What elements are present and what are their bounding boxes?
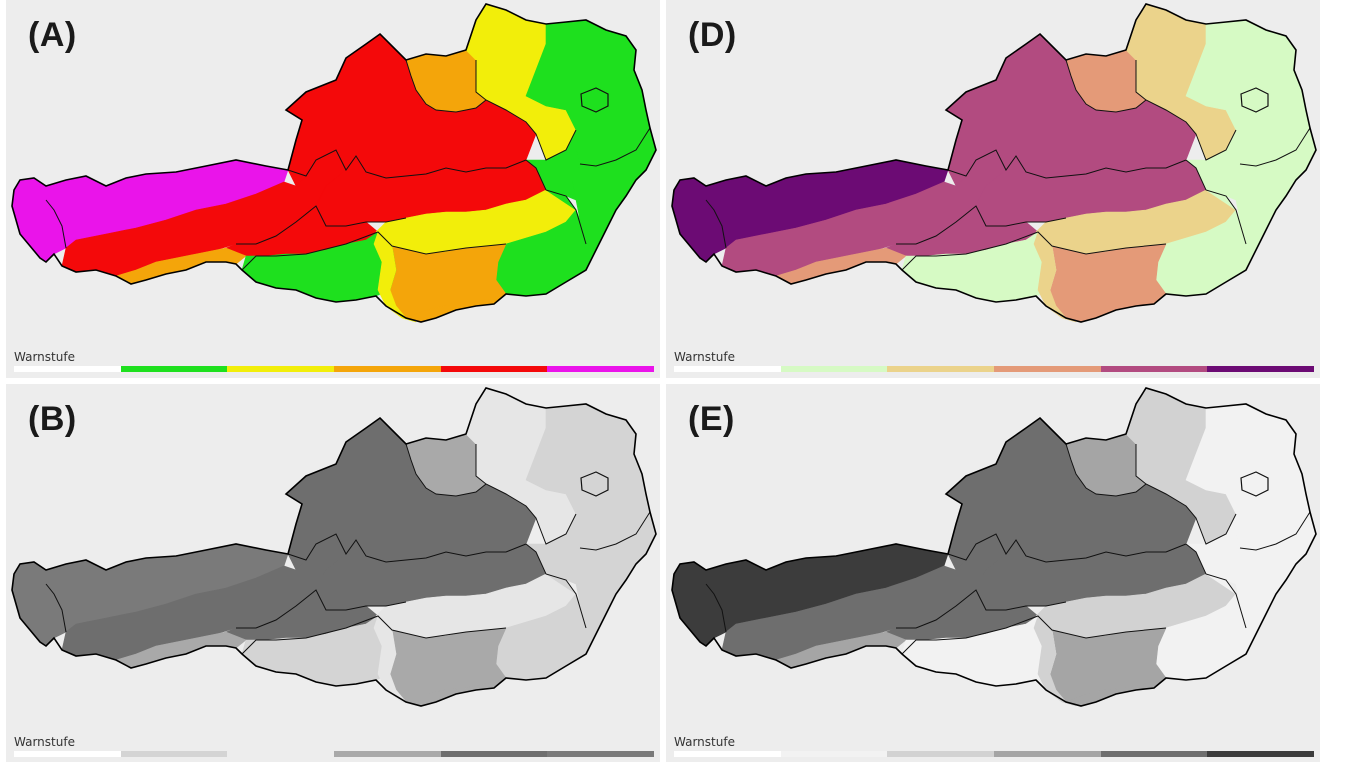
legend-swatch-level-1: [780, 366, 888, 372]
district-border: [287, 533, 527, 563]
district-border: [1135, 60, 1237, 161]
warning-map: [11, 387, 657, 707]
district-border: [1239, 127, 1311, 167]
panel-label: (A): [28, 16, 77, 54]
legend-swatch-level-2: [887, 366, 995, 372]
legend-swatch-level-4: [440, 366, 548, 372]
legend-swatch-level-0: [674, 366, 781, 372]
district-border: [901, 231, 1167, 271]
legend-color-bar: [14, 751, 655, 757]
vienna-border: [580, 471, 609, 497]
legend-swatch-level-2: [227, 751, 335, 757]
district-border: [241, 615, 507, 655]
country-border: [671, 3, 1317, 323]
district-border: [1239, 511, 1311, 551]
district-border: [405, 59, 487, 113]
region-carinthia-mid: [1033, 615, 1077, 707]
legend-color-bar: [674, 366, 1315, 372]
district-border: [525, 543, 587, 629]
legend-swatch-level-2: [887, 751, 995, 757]
district-border: [405, 443, 487, 497]
vienna-border: [580, 87, 609, 113]
district-border: [947, 533, 1187, 563]
map-panel-a: (A) Warnstufe: [6, 0, 660, 378]
map-panel-e: (E) Warnstufe: [666, 384, 1320, 762]
panel-label: (E): [688, 400, 735, 438]
district-border: [705, 199, 727, 249]
district-border: [1065, 443, 1147, 497]
legend-swatch-level-3: [994, 366, 1101, 372]
country-border: [671, 387, 1317, 707]
district-border: [896, 205, 1067, 245]
legend-title: Warnstufe: [674, 350, 735, 364]
district-border: [579, 127, 651, 167]
legend-swatch-level-0: [14, 751, 121, 757]
legend-swatch-level-1: [120, 751, 228, 757]
district-border: [45, 199, 67, 249]
legend-swatch-level-0: [14, 366, 121, 372]
legend-title: Warnstufe: [674, 735, 735, 749]
vienna-border: [1240, 87, 1269, 113]
district-border: [947, 149, 1187, 179]
country-border: [11, 3, 657, 323]
district-border: [287, 149, 527, 179]
legend-swatch-level-5: [547, 366, 655, 372]
panel-label: (D): [688, 16, 737, 54]
warning-map: [671, 3, 1317, 323]
district-border: [901, 615, 1167, 655]
legend-color-bar: [14, 366, 655, 372]
district-border: [236, 589, 407, 629]
region-carinthia-mid: [1033, 231, 1077, 323]
legend-title: Warnstufe: [14, 350, 75, 364]
district-border: [45, 583, 67, 633]
district-border: [1065, 59, 1147, 113]
region-carinthia-mid: [373, 231, 417, 323]
legend-swatch-level-4: [1100, 366, 1208, 372]
district-border: [525, 159, 587, 245]
legend-swatch-level-5: [547, 751, 655, 757]
legend-swatch-level-3: [334, 751, 441, 757]
warning-map: [671, 387, 1317, 707]
region-carinthia-mid: [373, 615, 417, 707]
panel-label: (B): [28, 400, 77, 438]
legend-swatch-level-0: [674, 751, 781, 757]
district-border: [1185, 543, 1247, 629]
district-border: [236, 205, 407, 245]
district-border: [705, 583, 727, 633]
legend-swatch-level-5: [1207, 366, 1315, 372]
legend-swatch-level-1: [780, 751, 888, 757]
warning-map: [11, 3, 657, 323]
map-panel-b: (B) Warnstufe: [6, 384, 660, 762]
district-border: [579, 511, 651, 551]
district-border: [1135, 444, 1237, 545]
map-panel-d: (D) Warnstufe: [666, 0, 1320, 378]
legend-swatch-level-3: [334, 366, 441, 372]
legend-swatch-level-4: [1100, 751, 1208, 757]
district-border: [475, 444, 577, 545]
district-border: [475, 60, 577, 161]
legend-swatch-level-3: [994, 751, 1101, 757]
legend-swatch-level-5: [1207, 751, 1315, 757]
country-border: [11, 387, 657, 707]
district-border: [1185, 159, 1247, 245]
district-border: [241, 231, 507, 271]
legend-swatch-level-4: [440, 751, 548, 757]
legend-swatch-level-1: [120, 366, 228, 372]
legend-title: Warnstufe: [14, 735, 75, 749]
legend-swatch-level-2: [227, 366, 335, 372]
legend-color-bar: [674, 751, 1315, 757]
vienna-border: [1240, 471, 1269, 497]
district-border: [896, 589, 1067, 629]
